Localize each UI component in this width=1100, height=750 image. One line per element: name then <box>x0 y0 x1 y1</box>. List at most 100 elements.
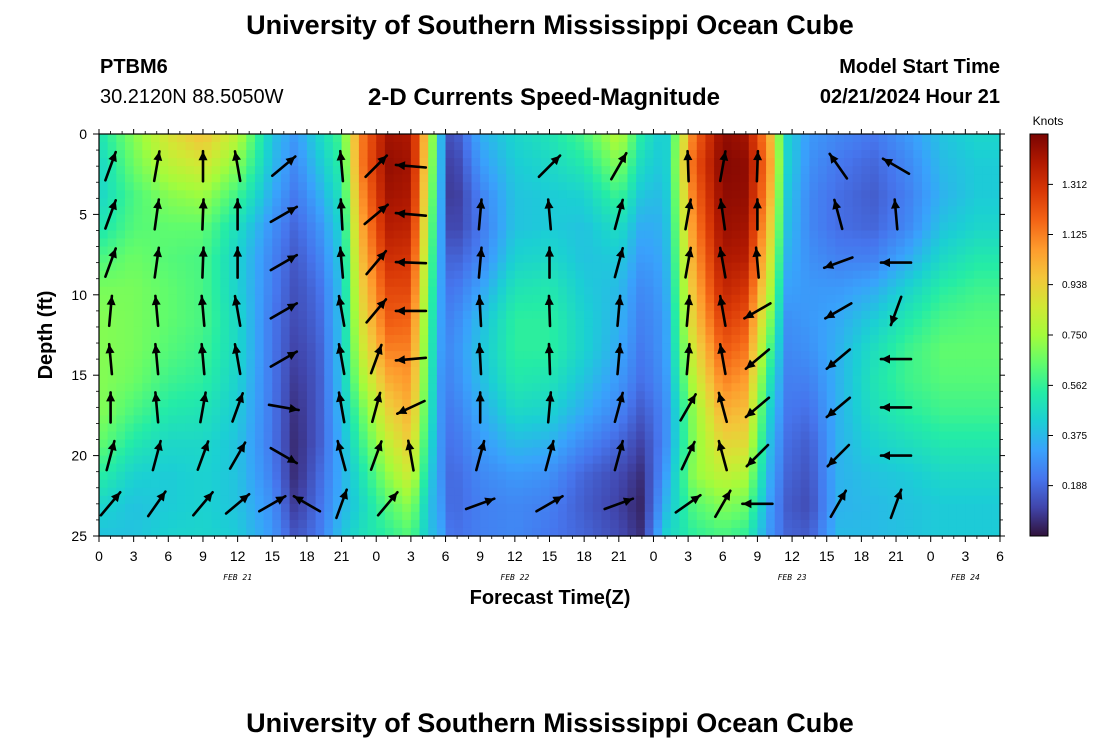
heatmap-cell <box>670 270 681 280</box>
heatmap-cell <box>540 431 551 441</box>
heatmap-cell <box>419 479 429 489</box>
heatmap-cell <box>454 447 464 457</box>
heatmap-cell <box>757 367 767 376</box>
heatmap-cell <box>844 343 854 352</box>
heatmap-cell <box>324 399 334 408</box>
heatmap-cell <box>714 495 724 505</box>
heatmap-cell <box>809 254 819 264</box>
heatmap-cell <box>237 375 247 384</box>
heatmap-cell <box>566 495 577 505</box>
heatmap-cell <box>748 375 759 384</box>
heatmap-cell <box>488 286 499 296</box>
heatmap-cell <box>887 351 897 360</box>
heatmap-cell <box>636 335 646 344</box>
heatmap-cell <box>783 150 793 159</box>
heatmap-cell <box>887 415 897 425</box>
heatmap-cell <box>410 198 421 207</box>
heatmap-cell <box>809 270 819 280</box>
heatmap-cell <box>948 391 958 400</box>
heatmap-cell <box>532 423 542 433</box>
heatmap-cell <box>627 142 637 151</box>
heatmap-cell <box>272 375 282 384</box>
heatmap-cell <box>870 455 880 465</box>
heatmap-cell <box>575 519 585 529</box>
heatmap-cell <box>878 254 888 264</box>
heatmap-cell <box>410 479 421 489</box>
heatmap-cell <box>610 302 620 312</box>
heatmap-cell <box>800 391 810 400</box>
heatmap-cell <box>506 294 516 304</box>
heatmap-cell <box>324 471 334 481</box>
heatmap-cell <box>774 399 785 408</box>
heatmap-cell <box>436 198 447 207</box>
heatmap-cell <box>662 359 672 368</box>
heatmap-cell <box>237 383 247 392</box>
heatmap-cell <box>523 158 533 167</box>
heatmap-cell <box>670 527 681 537</box>
heatmap-cell <box>549 230 559 240</box>
heatmap-cell <box>280 214 291 224</box>
heatmap-cell <box>618 270 629 280</box>
heatmap-cell <box>861 367 871 376</box>
heatmap-cell <box>133 399 143 408</box>
heatmap-cell <box>662 222 672 232</box>
heatmap-cell <box>731 495 741 505</box>
heatmap-cell <box>714 310 724 320</box>
heatmap-cell <box>350 503 360 513</box>
heatmap-cell <box>410 343 421 352</box>
heatmap-cell <box>575 383 585 392</box>
heatmap-cell <box>263 230 273 240</box>
heatmap-cell <box>636 495 646 505</box>
heatmap-cell <box>315 262 325 272</box>
heatmap-cell <box>844 423 854 433</box>
heatmap-cell <box>393 503 403 513</box>
heatmap-cell <box>670 383 681 392</box>
heatmap-cell <box>384 254 395 264</box>
heatmap-cell <box>644 294 655 304</box>
heatmap-cell <box>722 190 733 199</box>
heatmap-cell <box>402 527 412 537</box>
heatmap-cell <box>826 214 836 224</box>
heatmap-cell <box>324 455 334 465</box>
heatmap-cell <box>584 391 594 400</box>
heatmap-cell <box>835 455 845 465</box>
heatmap-cell <box>272 407 282 416</box>
heatmap-cell <box>514 351 525 360</box>
heatmap-cell <box>428 343 438 352</box>
heatmap-cell <box>280 198 291 207</box>
heatmap-cell <box>428 415 438 425</box>
heatmap-cell <box>670 375 681 384</box>
heatmap-cell <box>644 174 655 183</box>
heatmap-cell <box>610 166 620 175</box>
heatmap-cell <box>939 519 949 529</box>
heatmap-cell <box>688 343 698 352</box>
heatmap-cell <box>358 375 369 384</box>
heatmap-cell <box>696 463 707 473</box>
heatmap-cell <box>887 262 897 272</box>
heatmap-cell <box>922 198 932 207</box>
heatmap-cell <box>107 286 117 296</box>
heatmap-cell <box>696 455 707 465</box>
heatmap-cell <box>506 503 516 513</box>
heatmap-cell <box>532 190 542 199</box>
heatmap-cell <box>601 455 611 465</box>
heatmap-cell <box>350 294 360 304</box>
heatmap-cell <box>176 246 187 256</box>
heatmap-cell <box>306 351 317 360</box>
heatmap-cell <box>878 335 888 344</box>
heatmap-cell <box>194 302 204 312</box>
heatmap-cell <box>558 503 568 513</box>
heatmap-cell <box>688 142 698 151</box>
heatmap-cell <box>324 310 334 320</box>
heatmap-cell <box>818 431 828 441</box>
heatmap-cell <box>298 294 308 304</box>
heatmap-cell <box>826 238 836 248</box>
heatmap-cell <box>644 359 655 368</box>
heatmap-cell <box>653 254 663 264</box>
heatmap-cell <box>159 399 169 408</box>
heatmap-cell <box>610 198 620 207</box>
heatmap-cell <box>324 150 334 159</box>
heatmap-cell <box>168 262 178 272</box>
heatmap-cell <box>393 519 403 529</box>
heatmap-cell <box>636 262 646 272</box>
